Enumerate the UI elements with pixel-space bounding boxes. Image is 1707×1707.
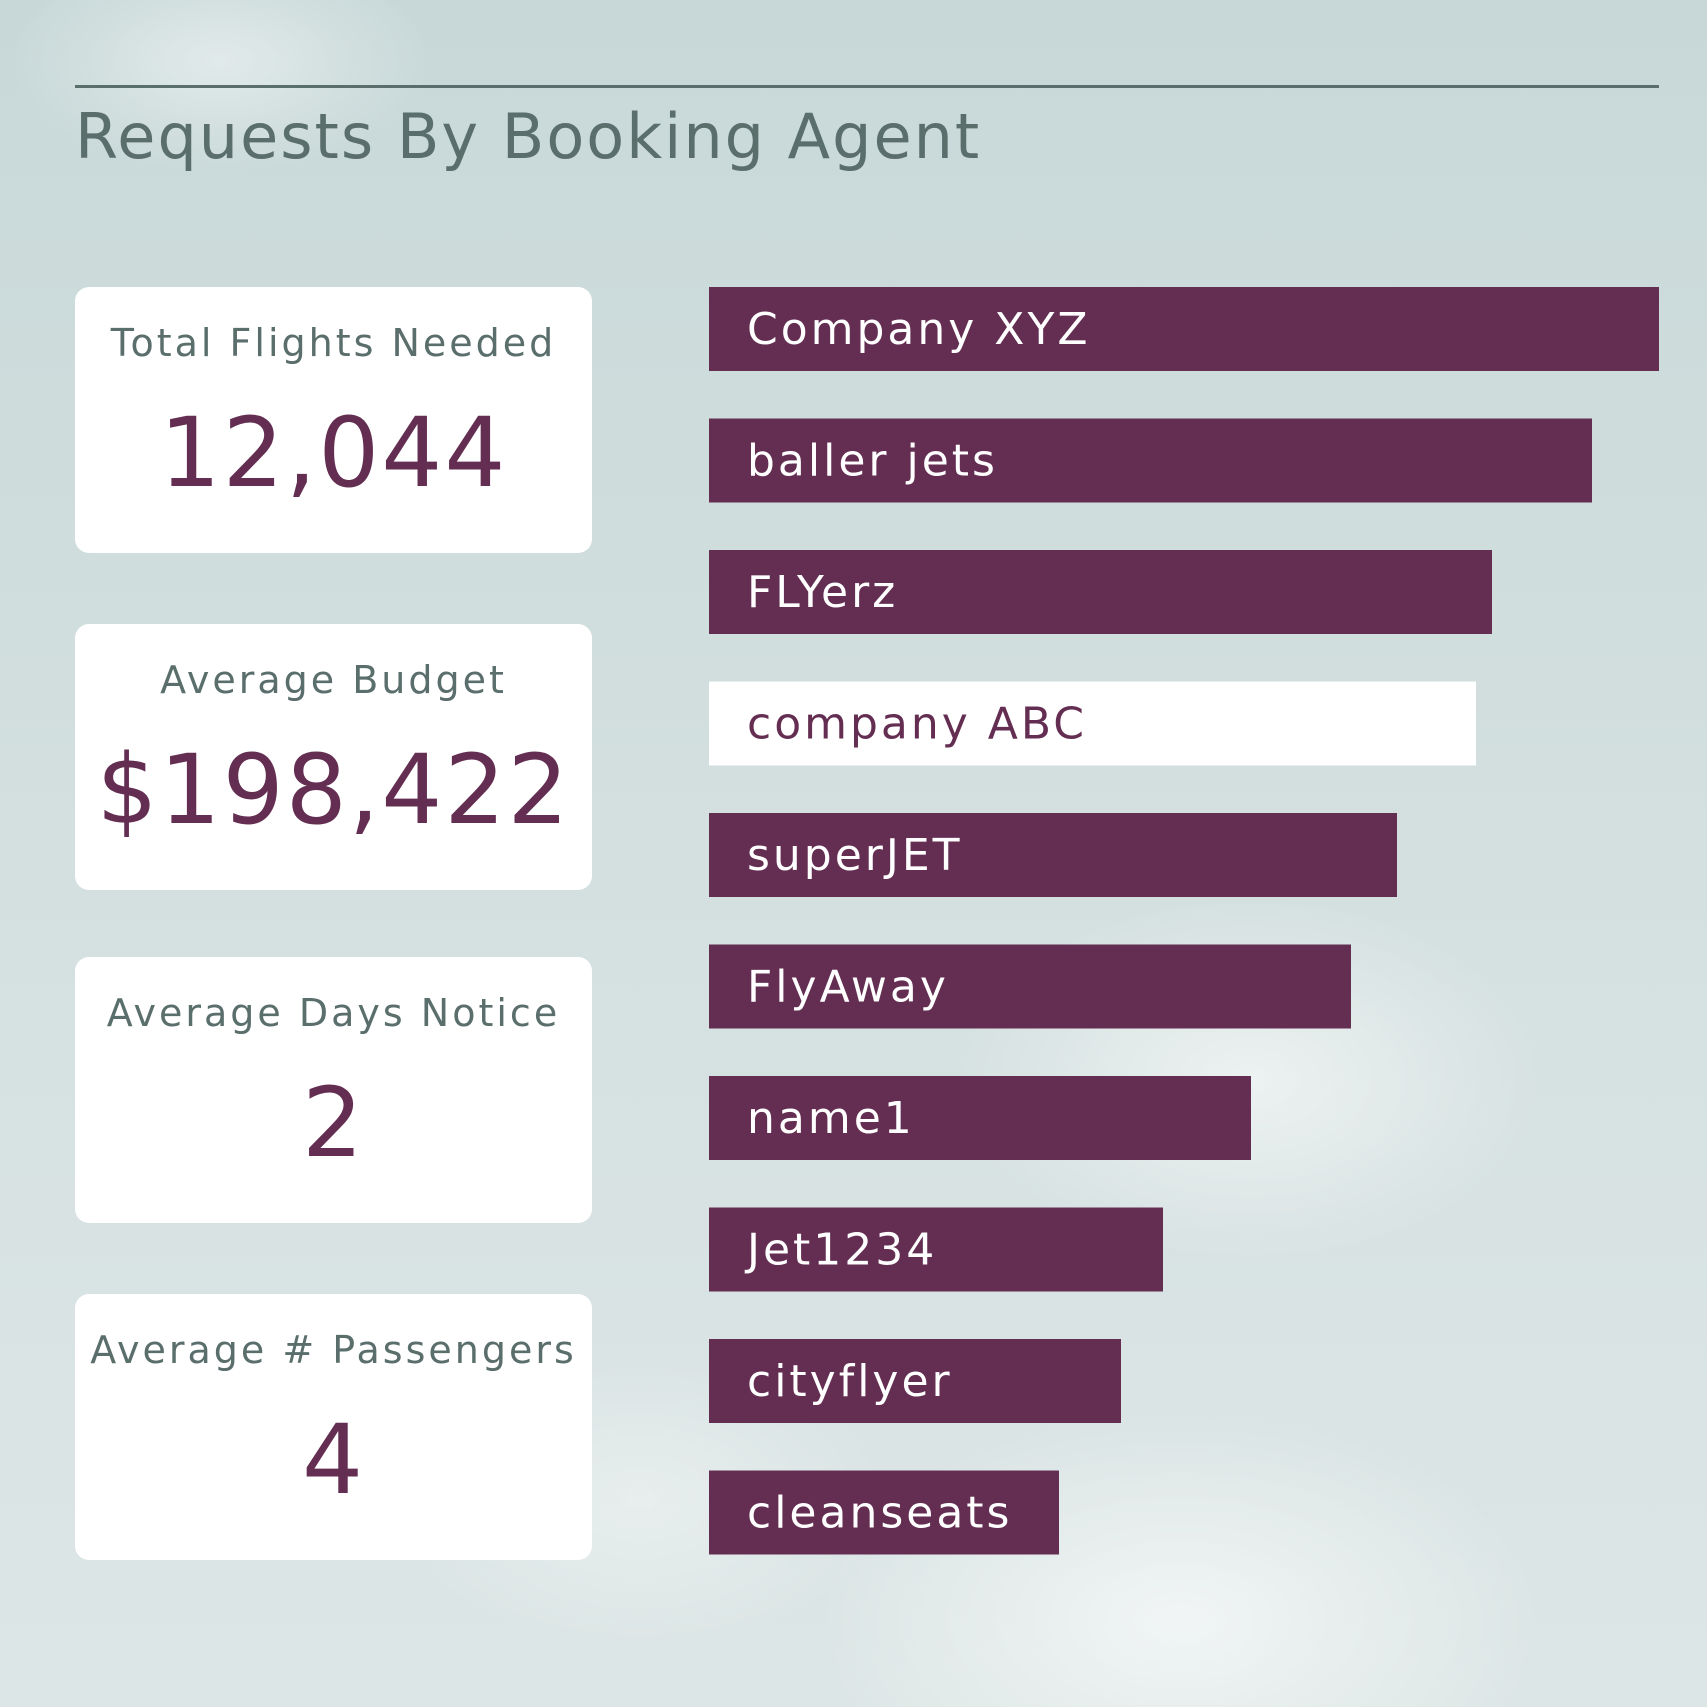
bar-flyerz: [709, 550, 1492, 634]
bar-label: FLYerz: [747, 567, 898, 618]
kpi-card-total-flights: Total Flights Needed 12,044: [75, 287, 592, 553]
kpi-card-average-budget: Average Budget $198,422: [75, 624, 592, 890]
bar-jet1234: [709, 1207, 1163, 1292]
bar-label: baller jets: [747, 436, 998, 487]
kpi-card-average-days-notice: Average Days Notice 2: [75, 957, 592, 1223]
bar-label: FlyAway: [747, 962, 949, 1013]
kpi-label: Total Flights Needed: [110, 321, 557, 365]
bar-label: cleanseats: [747, 1488, 1012, 1539]
bar-company-abc: [709, 681, 1476, 766]
kpi-value: 2: [301, 1067, 366, 1179]
bar-label: company ABC: [747, 699, 1087, 750]
bar-label: name1: [747, 1093, 915, 1144]
bar-label: superJET: [747, 830, 963, 881]
kpi-label: Average Days Notice: [106, 991, 561, 1035]
kpi-value: $198,422: [96, 734, 571, 846]
bar-label: cityflyer: [747, 1356, 953, 1407]
bar-label: Jet1234: [744, 1225, 937, 1276]
bar-name1: [709, 1076, 1251, 1160]
kpi-label: Average # Passengers: [90, 1328, 577, 1372]
bar-label: Company XYZ: [747, 304, 1090, 355]
bar-flyaway: [709, 944, 1351, 1029]
bar-company-xyz: [709, 287, 1659, 371]
bar-cityflyer: [709, 1339, 1121, 1423]
kpi-value: 4: [301, 1404, 366, 1516]
kpi-card-average-passengers: Average # Passengers 4: [75, 1294, 592, 1560]
title-rule: [75, 85, 1659, 88]
bar-baller-jets: [709, 418, 1592, 503]
bar-cleanseats: [709, 1470, 1059, 1555]
kpi-value: 12,044: [159, 397, 508, 509]
bar-superjet: [709, 813, 1397, 897]
page-title: Requests By Booking Agent: [75, 100, 982, 173]
kpi-label: Average Budget: [160, 658, 507, 702]
